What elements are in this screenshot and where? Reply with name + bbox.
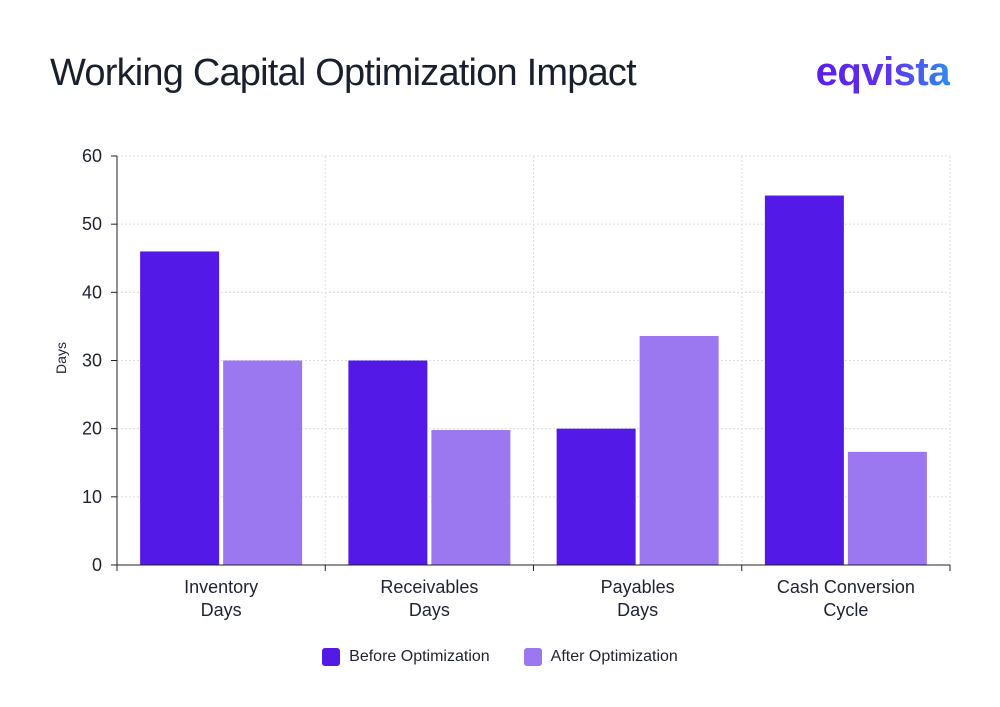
- legend-item-before: Before Optimization: [322, 648, 490, 666]
- x-tick-label: Cash Conversion: [777, 577, 915, 597]
- x-tick-label: Days: [201, 600, 242, 620]
- chart-legend: Before Optimization After Optimization: [0, 648, 1000, 666]
- bar-after-1: [431, 430, 511, 565]
- bar-before-2: [556, 428, 636, 565]
- bar-before-1: [348, 360, 428, 565]
- legend-swatch-after: [523, 648, 542, 666]
- legend-swatch-before: [322, 648, 341, 666]
- legend-item-after: After Optimization: [523, 648, 678, 666]
- bar-before-0: [140, 251, 220, 565]
- y-tick-label: 10: [82, 487, 102, 507]
- x-tick-label: Receivables: [380, 577, 478, 597]
- y-tick-label: 30: [82, 351, 102, 371]
- x-tick-label: Inventory: [184, 577, 258, 597]
- y-tick-label: 0: [92, 555, 102, 575]
- bar-after-0: [223, 360, 303, 565]
- y-tick-label: 60: [82, 146, 102, 166]
- y-tick-label: 20: [82, 419, 102, 439]
- y-tick-label: 50: [82, 214, 102, 234]
- y-axis-label: Days: [53, 342, 69, 374]
- brand-logo: eqvista: [815, 50, 951, 94]
- x-tick-label: Cycle: [823, 600, 868, 620]
- legend-label-before: Before Optimization: [349, 648, 490, 665]
- y-tick-label: 40: [82, 282, 102, 302]
- bar-after-3: [847, 451, 927, 565]
- x-tick-label: Days: [617, 600, 658, 620]
- bar-before-3: [764, 195, 844, 565]
- bar-after-2: [639, 335, 719, 565]
- legend-label-after: After Optimization: [550, 648, 678, 665]
- x-tick-label: Payables: [601, 577, 675, 597]
- x-tick-label: Days: [409, 600, 450, 620]
- page-title: Working Capital Optimization Impact: [50, 52, 637, 94]
